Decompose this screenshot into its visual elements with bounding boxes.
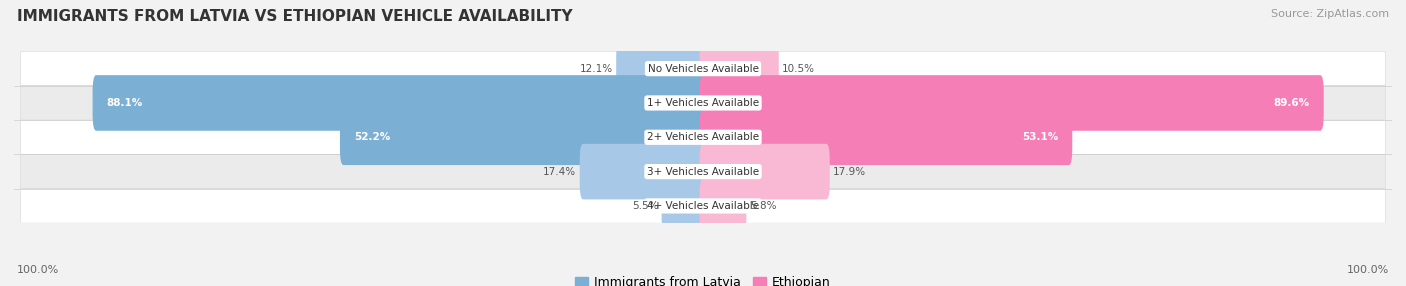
Text: 1+ Vehicles Available: 1+ Vehicles Available <box>647 98 759 108</box>
FancyBboxPatch shape <box>700 75 1323 131</box>
FancyBboxPatch shape <box>579 144 706 199</box>
FancyBboxPatch shape <box>93 75 706 131</box>
Text: 4+ Vehicles Available: 4+ Vehicles Available <box>647 201 759 211</box>
Text: 3+ Vehicles Available: 3+ Vehicles Available <box>647 167 759 176</box>
FancyBboxPatch shape <box>700 144 830 199</box>
Text: 52.2%: 52.2% <box>354 132 389 142</box>
Text: 10.5%: 10.5% <box>782 64 815 74</box>
Text: 12.1%: 12.1% <box>579 64 613 74</box>
FancyBboxPatch shape <box>21 51 1385 86</box>
Text: 89.6%: 89.6% <box>1274 98 1310 108</box>
FancyBboxPatch shape <box>700 178 747 234</box>
Text: 2+ Vehicles Available: 2+ Vehicles Available <box>647 132 759 142</box>
FancyBboxPatch shape <box>616 41 706 96</box>
FancyBboxPatch shape <box>21 86 1385 120</box>
Text: Source: ZipAtlas.com: Source: ZipAtlas.com <box>1271 9 1389 19</box>
FancyBboxPatch shape <box>700 110 1073 165</box>
Text: 5.8%: 5.8% <box>749 201 776 211</box>
FancyBboxPatch shape <box>21 154 1385 189</box>
Legend: Immigrants from Latvia, Ethiopian: Immigrants from Latvia, Ethiopian <box>571 271 835 286</box>
Text: No Vehicles Available: No Vehicles Available <box>648 64 758 74</box>
FancyBboxPatch shape <box>21 120 1385 154</box>
FancyBboxPatch shape <box>21 189 1385 223</box>
Text: 100.0%: 100.0% <box>1347 265 1389 275</box>
FancyBboxPatch shape <box>662 178 706 234</box>
Text: 17.9%: 17.9% <box>834 167 866 176</box>
Text: 100.0%: 100.0% <box>17 265 59 275</box>
FancyBboxPatch shape <box>700 41 779 96</box>
FancyBboxPatch shape <box>340 110 706 165</box>
Text: 5.5%: 5.5% <box>631 201 658 211</box>
Text: 53.1%: 53.1% <box>1022 132 1059 142</box>
Text: 17.4%: 17.4% <box>543 167 576 176</box>
Text: IMMIGRANTS FROM LATVIA VS ETHIOPIAN VEHICLE AVAILABILITY: IMMIGRANTS FROM LATVIA VS ETHIOPIAN VEHI… <box>17 9 572 23</box>
Text: 88.1%: 88.1% <box>107 98 142 108</box>
